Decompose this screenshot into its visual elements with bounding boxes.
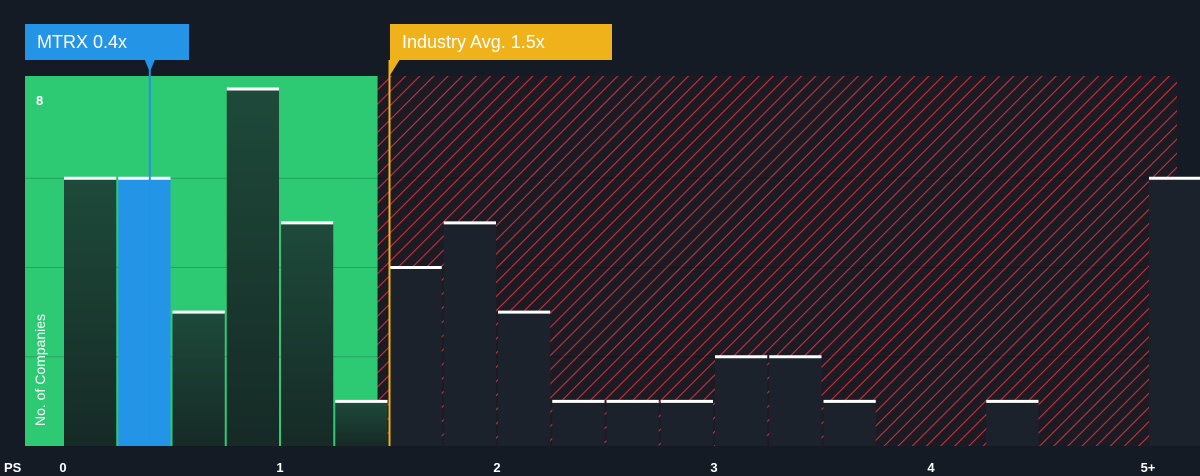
histogram-bar-14 (823, 401, 876, 446)
industry-avg-callout: Industry Avg. 1.5x (390, 24, 612, 60)
histogram-bar-11 (660, 401, 713, 446)
histogram-bar-6 (389, 267, 442, 446)
histogram-bar-3 (226, 89, 279, 446)
y-tick-label-8: 8 (36, 93, 43, 108)
histogram-bar-8 (498, 312, 551, 446)
x-tick-label-4: 4 (927, 460, 935, 475)
histogram-bar-15 (986, 401, 1039, 446)
company-marker-pointer (144, 60, 155, 72)
histogram-bar-12 (715, 356, 768, 446)
histogram-bar-9 (552, 401, 605, 446)
histogram-bar-5 (335, 401, 388, 446)
x-axis-title: PS (4, 460, 22, 475)
histogram-bar-13 (769, 356, 822, 446)
x-tick-label-2: 2 (493, 460, 500, 475)
x-tick-label-0: 0 (59, 460, 66, 475)
histogram-bar-1 (118, 178, 171, 446)
histogram-bar-10 (606, 401, 659, 446)
company-ps-callout: MTRX 0.4x (25, 24, 189, 60)
x-tick-label-1: 1 (276, 460, 283, 475)
industry-marker-pointer (389, 60, 400, 76)
histogram-bar-16 (1149, 178, 1200, 446)
histogram-bar-0 (64, 178, 117, 446)
y-axis-title: No. of Companies (32, 314, 48, 426)
histogram-bar-4 (281, 222, 334, 446)
histogram-bar-7 (443, 222, 496, 446)
histogram-bar-2 (172, 312, 225, 446)
x-tick-label-3: 3 (710, 460, 717, 475)
x-tick-label-5: 5+ (1141, 460, 1156, 475)
